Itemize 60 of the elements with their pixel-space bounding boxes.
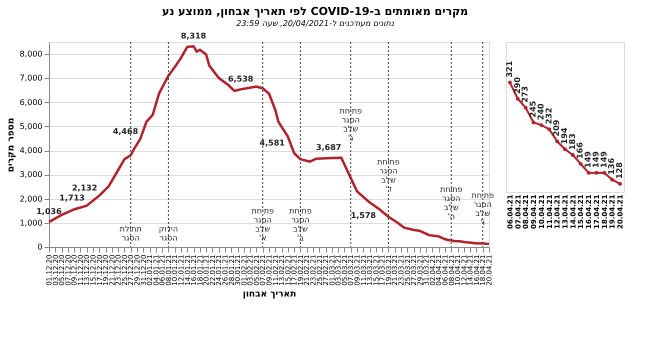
annotation: 4,581 [260, 138, 286, 148]
point [586, 170, 590, 175]
y-tick-label: 3,000 [20, 170, 42, 180]
data-label: 209 [552, 119, 562, 136]
annotation: 8,318 [180, 31, 207, 40]
data-label: 232 [544, 108, 554, 124]
data-label: 273 [520, 86, 530, 103]
y-tick-label: 8,000 [20, 50, 42, 59]
data-label: 149 [591, 150, 600, 168]
data-label: 183 [568, 133, 577, 150]
y-tick-label: 5,000 [20, 122, 42, 131]
point [540, 123, 544, 127]
data-label: 149 [599, 150, 608, 168]
y-tick-label: 6,000 [20, 98, 42, 107]
ref-line-label: תחילת הסגר [120, 224, 142, 242]
data-label: 128 [615, 162, 624, 179]
y-tick-label: 0 [37, 242, 42, 252]
ref-line-label: פתיחת הסגר שלב ד' [377, 157, 400, 194]
point [516, 96, 520, 101]
annotation: 2,132 [72, 184, 98, 193]
point [563, 147, 567, 152]
data-label: 290 [512, 76, 522, 94]
point [547, 127, 552, 132]
data-label: 321 [504, 60, 514, 78]
y-tick-label: 4,000 [20, 146, 42, 156]
point [524, 106, 528, 110]
point [578, 162, 583, 166]
annotation: 4,468 [112, 127, 139, 136]
data-label: 194 [560, 127, 569, 144]
point [618, 182, 622, 186]
point [532, 120, 536, 124]
chart-subtitle: נתונים מעודכנים ל-20/04/2021, שעה 23:59 [236, 18, 395, 28]
y-tick-label: 1,000 [20, 218, 42, 228]
chart-title: מקרים מאומתים ב-COVID-19 לפי תאריך אבחון, ממוצע נע [162, 4, 468, 18]
point [594, 170, 598, 175]
point [555, 139, 560, 144]
y-tick-label: 7,000 [20, 74, 42, 83]
point [508, 80, 512, 84]
annotation: 3,687 [316, 143, 342, 152]
x-axis-title: תאריך אבחון [242, 290, 296, 300]
ref-line-label: פתיחת הסגר שלב ו' [471, 190, 494, 227]
ref-line-label: פתיחת הסגר שלב א' [251, 206, 274, 242]
point [610, 178, 614, 182]
annotation: 1,578 [350, 210, 376, 220]
ref-line-label: פתיחת הסגר שלב ג' [339, 106, 362, 142]
point [570, 153, 575, 157]
data-label: 240 [536, 102, 546, 120]
y-axis-title: מספר מקרים [6, 118, 17, 172]
ref-line-label: פתיחת הסגר שלב ב' [289, 206, 312, 242]
ref-line-label: הידוק הסגר [158, 224, 178, 242]
annotation: 6,538 [228, 74, 254, 84]
data-label: 166 [576, 142, 585, 159]
data-label: 245 [528, 100, 538, 118]
annotation: 1,713 [59, 194, 85, 203]
ref-line-label: פתיחת הסגר שלב ה' [440, 184, 463, 221]
point [602, 170, 606, 175]
data-label: 149 [584, 150, 593, 168]
data-label: 136 [607, 158, 616, 175]
annotation: 1,036 [36, 207, 62, 216]
y-tick-label: 2,000 [20, 194, 42, 204]
